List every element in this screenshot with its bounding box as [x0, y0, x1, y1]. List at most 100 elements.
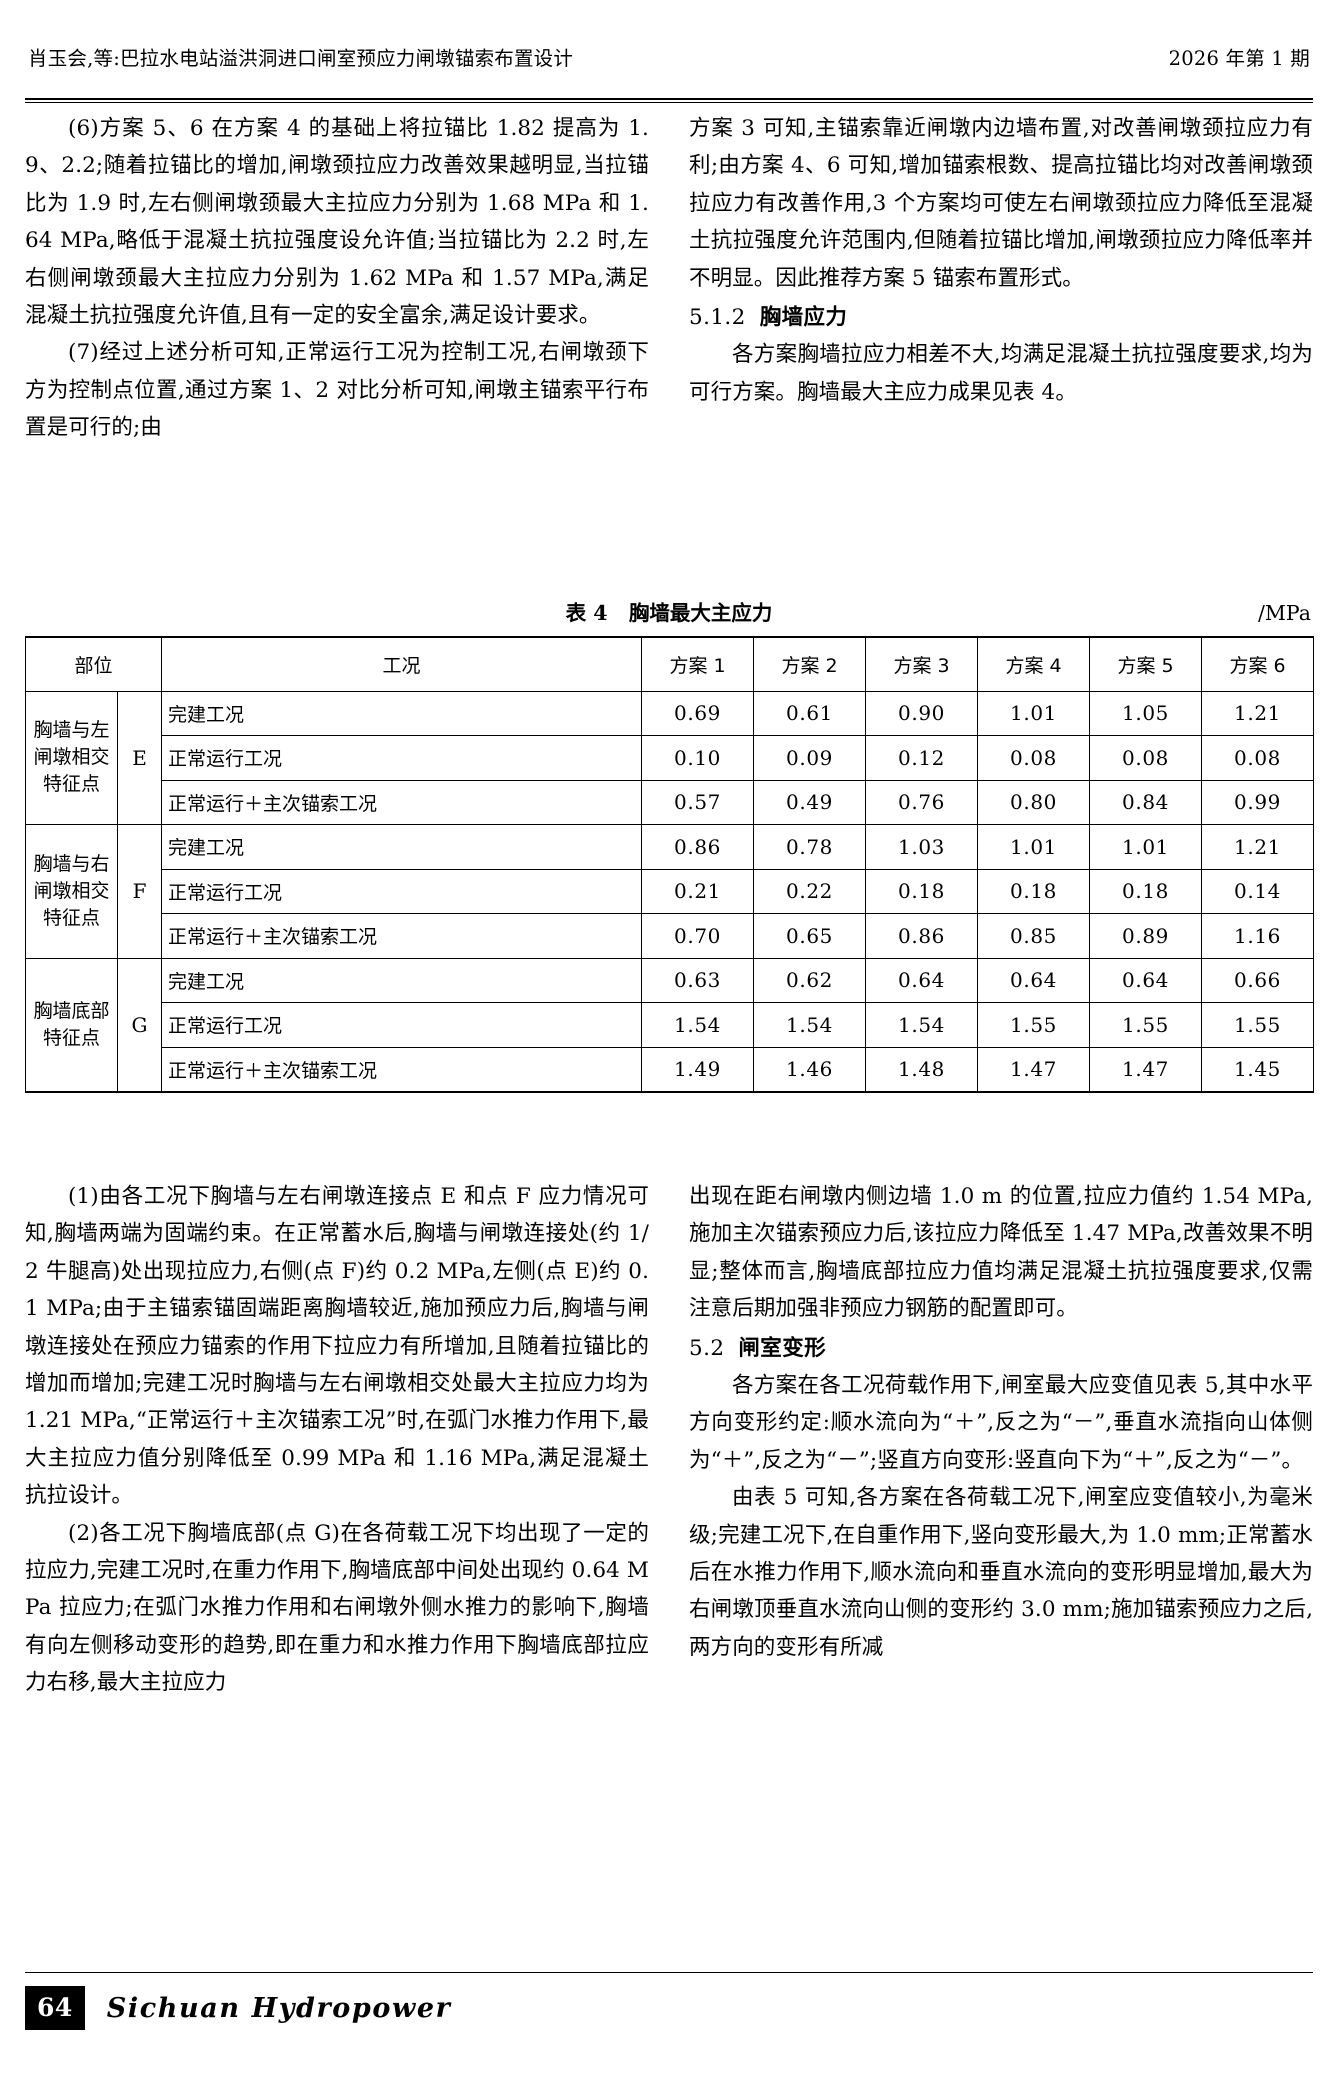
cell-value: 1.01 — [977, 824, 1091, 870]
table-row: 胸墙底部特征点 G 完建工况 0.63 0.62 0.64 0.64 0.64 … — [25, 957, 1315, 1092]
page-footer: 64 Sichuan Hydropower — [25, 1986, 1313, 2030]
table-row: 正常运行工况 0.21 0.22 0.18 0.18 0.18 0.14 — [26, 868, 1315, 914]
table-row: 正常运行＋主次锚索工况 0.70 0.65 0.86 0.85 0.89 1.1… — [26, 913, 1315, 959]
cell-value: 0.64 — [865, 957, 979, 1003]
point-label-f: F — [116, 824, 163, 959]
header-rule — [25, 98, 1313, 103]
cell-value: 1.46 — [753, 1046, 867, 1092]
cell-value: 1.47 — [977, 1046, 1091, 1092]
cell-value: 0.90 — [865, 690, 979, 736]
condition-label: 正常运行＋主次锚索工况 — [161, 1046, 643, 1092]
cell-value: 1.01 — [977, 690, 1091, 736]
table-4-block: 表 4 胸墙最大主应力 /MPa 部位 工况 方案 1 方案 2 方案 3 方案… — [24, 598, 1315, 1093]
table-unit-label: /MPa — [1258, 601, 1311, 625]
cell-value: 1.21 — [1201, 690, 1315, 736]
cell-value: 1.49 — [641, 1046, 755, 1092]
upper-right-column: 方案 3 可知,主锚索靠近闸墩内边墙布置,对改善闸墩颈拉应力有利;由方案 4、6… — [689, 110, 1313, 447]
cell-value: 0.70 — [641, 913, 755, 959]
cell-value: 0.80 — [977, 779, 1091, 825]
paragraph-deformation-a: 各方案在各工况荷载作用下,闸室最大应变值见表 5,其中水平方向变形约定:顺水流向… — [689, 1373, 1313, 1473]
paragraph-6: (6)方案 5、6 在方案 4 的基础上将拉锚比 1.82 提高为 1.9、2.… — [25, 116, 649, 329]
footer-rule — [25, 1972, 1313, 1973]
section-heading-5-2: 5.2 闸室变形 — [689, 1330, 1313, 1367]
section-title: 胸墙应力 — [759, 305, 848, 331]
part-label-g: 胸墙底部特征点 — [25, 957, 118, 1092]
cell-value: 1.16 — [1201, 913, 1315, 959]
table-header-row: 部位 工况 方案 1 方案 2 方案 3 方案 4 方案 5 方案 6 — [24, 636, 1315, 692]
cell-value: 0.69 — [641, 690, 755, 736]
paragraph-deformation-b: 由表 5 可知,各方案在各荷载工况下,闸室应变值较小,为毫米级;完建工况下,在自… — [689, 1485, 1313, 1660]
cell-value: 1.03 — [865, 824, 979, 870]
cell-value: 0.22 — [753, 868, 867, 914]
table-row: 胸墙与左闸墩相交特征点 E 完建工况 0.69 0.61 0.90 1.01 1… — [25, 690, 1315, 825]
cell-value: 0.84 — [1089, 779, 1203, 825]
table-caption: 表 4 胸墙最大主应力 /MPa — [25, 598, 1313, 628]
cell-value: 0.14 — [1201, 868, 1315, 914]
paragraph-7: (7)经过上述分析可知,正常运行工况为控制工况,右闸墩颈下方为控制点位置,通过方… — [25, 340, 649, 441]
cell-value: 0.66 — [1201, 957, 1315, 1003]
cell-value: 0.08 — [1201, 735, 1315, 781]
cell-value: 1.47 — [1089, 1046, 1203, 1092]
paragraph-1: (1)由各工况下胸墙与左右闸墩连接点 E 和点 F 应力情况可知,胸墙两端为固端… — [25, 1184, 649, 1509]
table-row: 正常运行工况 0.10 0.09 0.12 0.08 0.08 0.08 — [26, 735, 1315, 781]
header-scheme-4: 方案 4 — [977, 636, 1091, 692]
condition-label: 正常运行工况 — [161, 1002, 643, 1048]
cell-value: 0.18 — [865, 868, 979, 914]
cell-value: 0.18 — [977, 868, 1091, 914]
condition-label: 正常运行＋主次锚索工况 — [161, 779, 643, 825]
cell-value: 0.64 — [977, 957, 1091, 1003]
cell-value: 0.09 — [753, 735, 867, 781]
section-number: 5.1.2 — [689, 305, 746, 331]
paragraph-2: (2)各工况下胸墙底部(点 G)在各荷载工况下均出现了一定的拉应力,完建工况时,… — [25, 1520, 649, 1696]
cell-value: 0.89 — [1089, 913, 1203, 959]
header-scheme-5: 方案 5 — [1089, 636, 1203, 692]
header-scheme-3: 方案 3 — [865, 636, 979, 692]
cell-value: 0.21 — [641, 868, 755, 914]
upper-left-column: (6)方案 5、6 在方案 4 的基础上将拉锚比 1.82 提高为 1.9、2.… — [25, 110, 649, 447]
point-label-g: G — [116, 957, 163, 1092]
cell-value: 0.63 — [641, 957, 755, 1003]
cell-value: 0.08 — [1089, 735, 1203, 781]
cell-value: 0.76 — [865, 779, 979, 825]
cell-value: 0.64 — [1089, 957, 1203, 1003]
cell-value: 0.65 — [753, 913, 867, 959]
table-row: 正常运行＋主次锚索工况 0.57 0.49 0.76 0.80 0.84 0.9… — [26, 779, 1315, 825]
page-number: 64 — [25, 1986, 85, 2030]
condition-label: 正常运行＋主次锚索工况 — [161, 913, 643, 959]
cell-value: 1.55 — [977, 1002, 1091, 1048]
cell-value: 1.21 — [1201, 824, 1315, 870]
upper-columns: (6)方案 5、6 在方案 4 的基础上将拉锚比 1.82 提高为 1.9、2.… — [25, 110, 1313, 447]
paragraph-breast-wall-stress: 各方案胸墙拉应力相差不大,均满足混凝土抗拉强度要求,均为可行方案。胸墙最大主应力… — [689, 342, 1313, 405]
cell-value: 0.10 — [641, 735, 755, 781]
running-head-issue: 2026 年第 1 期 — [1168, 47, 1310, 70]
cell-value: 0.18 — [1089, 868, 1203, 914]
header-scheme-2: 方案 2 — [753, 636, 867, 692]
part-label-f: 胸墙与右闸墩相交特征点 — [25, 824, 118, 959]
table-row: 胸墙与右闸墩相交特征点 F 完建工况 0.86 0.78 1.03 1.01 1… — [25, 824, 1315, 959]
condition-label: 完建工况 — [161, 957, 643, 1003]
journal-name: Sichuan Hydropower — [106, 1992, 452, 2024]
cell-value: 0.61 — [753, 690, 867, 736]
table-caption-title: 胸墙最大主应力 — [628, 601, 773, 625]
header-part: 部位 — [24, 636, 163, 692]
section-title: 闸室变形 — [738, 1335, 827, 1361]
lower-right-column: 出现在距右闸墩内侧边墙 1.0 m 的位置,拉应力值约 1.54 MPa,施加主… — [689, 1178, 1313, 1702]
condition-label: 完建工况 — [161, 824, 643, 870]
cell-value: 0.49 — [753, 779, 867, 825]
cell-value: 1.05 — [1089, 690, 1203, 736]
table-row: 正常运行＋主次锚索工况 1.49 1.46 1.48 1.47 1.47 1.4… — [26, 1046, 1315, 1092]
section-heading-5-1-2: 5.1.2 胸墙应力 — [689, 299, 1313, 336]
cell-value: 0.08 — [977, 735, 1091, 781]
table-caption-number: 表 4 — [565, 601, 608, 625]
header-scheme-6: 方案 6 — [1201, 636, 1315, 692]
lower-columns: (1)由各工况下胸墙与左右闸墩连接点 E 和点 F 应力情况可知,胸墙两端为固端… — [25, 1178, 1313, 1702]
cell-value: 0.86 — [641, 824, 755, 870]
running-head-article-title: 肖玉会,等:巴拉水电站溢洪洞进口闸室预应力闸墩锚索布置设计 — [28, 47, 574, 70]
cell-value: 1.45 — [1201, 1046, 1315, 1092]
part-label-e: 胸墙与左闸墩相交特征点 — [25, 690, 118, 825]
cell-value: 0.57 — [641, 779, 755, 825]
header-condition: 工况 — [161, 636, 643, 692]
cell-value: 0.99 — [1201, 779, 1315, 825]
section-number: 5.2 — [689, 1335, 725, 1361]
